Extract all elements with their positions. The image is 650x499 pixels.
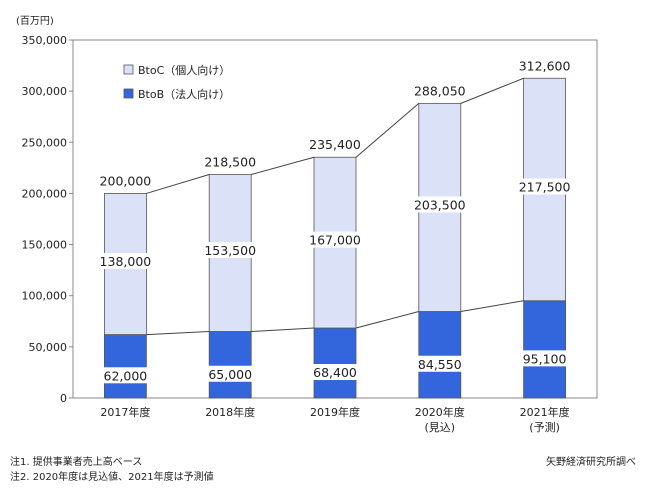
btob-value-label-bg xyxy=(310,364,360,381)
footnote-2: 注2. 2020年度は見込値、2021年度は予測値 xyxy=(10,472,214,483)
footnote-1: 注1. 提供事業者売上高ベース xyxy=(10,457,143,468)
btob-value-label: 65,000 xyxy=(208,367,252,382)
x-tick-sublabel: (見込) xyxy=(425,421,456,434)
y-tick-label: 200,000 xyxy=(22,187,68,200)
btob-value-label: 62,000 xyxy=(104,368,148,383)
y-tick-label: 300,000 xyxy=(22,85,68,98)
btoc-value-label: 203,500 xyxy=(414,197,466,212)
y-tick-label: 350,000 xyxy=(22,34,68,47)
btob-value-label-bg xyxy=(205,365,256,382)
x-tick-label: 2017年度 xyxy=(100,405,150,419)
total-value-label: 235,400 xyxy=(309,137,361,152)
btoc-value-label-bg xyxy=(96,253,154,270)
total-value-label: 288,050 xyxy=(414,83,466,98)
x-tick-sublabel: (予測) xyxy=(529,420,560,434)
bar-btob xyxy=(418,311,462,399)
x-tick-label: 2019年度 xyxy=(310,405,360,419)
btob-value-label-bg xyxy=(100,367,151,384)
btoc-value-label: 217,500 xyxy=(519,179,571,194)
total-value-label: 200,000 xyxy=(100,173,152,188)
source-credit: 矢野経済研究所調べ xyxy=(546,457,636,468)
btoc-value-label-bg xyxy=(201,242,259,259)
x-tick-label: 2021年度 xyxy=(520,405,570,419)
btoc-value-label-bg xyxy=(516,178,574,195)
btob-value-label-bg xyxy=(414,355,465,372)
legend-swatch xyxy=(123,64,134,75)
legend-label: BtoB（法人向け） xyxy=(138,87,230,101)
btoc-value-label: 153,500 xyxy=(204,243,256,258)
y-tick-label: 150,000 xyxy=(22,239,68,252)
bar-btob xyxy=(208,331,252,399)
y-tick-label: 250,000 xyxy=(22,136,68,149)
btob-value-label: 84,550 xyxy=(418,357,462,372)
btob-value-label-bg xyxy=(519,350,570,367)
legend-swatch xyxy=(123,88,134,99)
x-tick-label: 2018年度 xyxy=(205,405,255,419)
total-value-label: 312,600 xyxy=(519,58,571,73)
bar-btob xyxy=(523,300,566,399)
btob-value-label: 95,100 xyxy=(523,351,567,366)
legend-label: BtoC（個人向け） xyxy=(138,63,230,77)
bar-btob xyxy=(313,327,357,399)
bar-btob xyxy=(104,334,147,399)
y-tick-label: 100,000 xyxy=(22,290,68,303)
btoc-value-label: 167,000 xyxy=(309,233,361,248)
btoc-value-label-bg xyxy=(411,196,469,213)
btoc-value-label-bg xyxy=(306,231,364,248)
total-value-label: 218,500 xyxy=(204,155,256,170)
x-tick-label: 2020年度 xyxy=(415,405,465,419)
y-tick-label: 0 xyxy=(60,392,67,405)
btob-value-label: 68,400 xyxy=(313,365,357,380)
y-unit-label: (百万円) xyxy=(16,15,54,27)
y-tick-label: 50,000 xyxy=(29,341,68,354)
btoc-value-label: 138,000 xyxy=(100,254,152,269)
